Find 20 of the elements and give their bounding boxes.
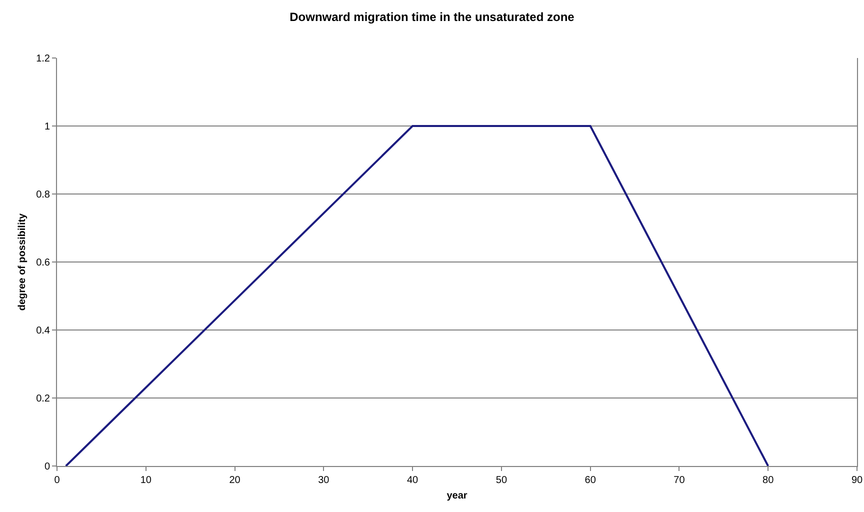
x-tick-label: 50 — [496, 475, 508, 486]
y-tick-label: 0.4 — [36, 326, 50, 336]
x-tick-label: 10 — [140, 475, 152, 486]
x-tick-label: 40 — [406, 475, 419, 486]
x-tick-label: 80 — [762, 475, 774, 486]
y-tick-label: 0.8 — [36, 190, 50, 200]
y-tick-label: 0.6 — [36, 258, 50, 268]
x-tick-label: 30 — [318, 475, 330, 486]
y-tick-label: 1 — [44, 122, 50, 132]
y-axis-title: degree of possibility — [17, 212, 28, 311]
x-axis-title: year — [446, 490, 468, 502]
y-tick-label: 0 — [44, 462, 50, 472]
x-tick-label: 70 — [674, 475, 686, 486]
x-tick-label: 0 — [54, 475, 60, 486]
x-tick-label: 90 — [851, 475, 863, 486]
y-tick-label: 0.2 — [36, 394, 50, 404]
x-tick-label: 60 — [584, 475, 596, 486]
y-tick-label: 1.2 — [36, 54, 50, 64]
chart-title: Downward migration time in the unsaturated zone — [290, 10, 575, 24]
x-tick-label: 20 — [229, 475, 241, 486]
